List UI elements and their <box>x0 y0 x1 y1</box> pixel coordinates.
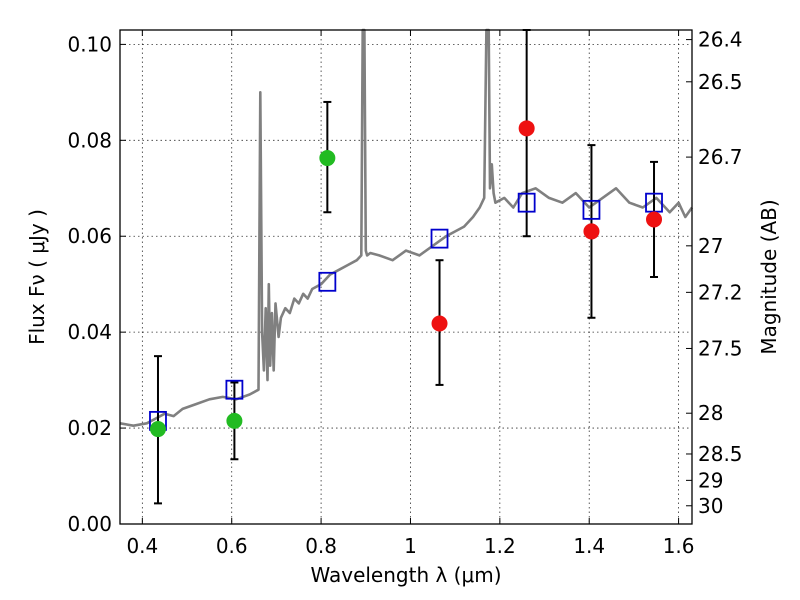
observed-point <box>226 412 243 429</box>
y2-tick-label: 27.5 <box>698 336 743 360</box>
observed-point <box>319 150 336 167</box>
model-photometry-square <box>582 199 601 220</box>
y2-tick-label: 27.2 <box>698 280 743 304</box>
y-tick-label: 0.08 <box>67 128 112 152</box>
y2-tick-label: 26.7 <box>698 145 743 169</box>
x-tick-label: 0.6 <box>216 534 248 558</box>
y2-tick-label: 27 <box>698 234 723 258</box>
x-axis-title: Wavelength λ (μm) <box>310 563 501 587</box>
y-tick-label: 0.00 <box>67 512 112 536</box>
spectrum-line <box>119 28 694 428</box>
model-photometry-square <box>517 192 536 213</box>
plot-frame <box>119 29 693 525</box>
observed-points <box>149 120 663 438</box>
y-tick-label: 0.04 <box>67 320 112 344</box>
model-photometry-square <box>430 228 449 249</box>
y-tick-label: 0.06 <box>67 224 112 248</box>
model-photometry-square <box>318 271 337 292</box>
y2-tick-label: 30 <box>698 494 723 518</box>
y2-tick-label: 28 <box>698 401 723 425</box>
x-tick-label: 0.8 <box>305 534 337 558</box>
grid-lines <box>120 30 692 525</box>
error-bars <box>153 29 659 505</box>
x-tick-label: 1 <box>404 534 417 558</box>
observed-point <box>646 211 663 228</box>
observed-point <box>431 315 448 332</box>
ticks: 0.4 0.6 0.8 1 1.2 1.4 1.6 0.00 0.02 0.04 0.06 0.08 0… <box>67 28 742 558</box>
y2-tick-label: 29 <box>698 468 723 492</box>
y2-axis-title: Magnitude (AB) <box>757 199 781 354</box>
y-tick-label: 0.10 <box>67 32 112 56</box>
observed-point <box>583 223 600 240</box>
spectrum-layer <box>119 28 694 428</box>
x-tick-label: 1.2 <box>484 534 516 558</box>
x-tick-label: 1.6 <box>663 534 695 558</box>
y-axis-title: Flux Fν ( μJy ) <box>25 209 49 345</box>
y2-tick-label: 26.4 <box>698 28 743 52</box>
model-photometry-square <box>225 379 244 400</box>
x-tick-label: 0.4 <box>126 534 158 558</box>
observed-point <box>149 421 166 438</box>
x-tick-label: 1.4 <box>573 534 605 558</box>
y2-tick-label: 26.5 <box>698 70 743 94</box>
y2-tick-label: 28.5 <box>698 442 743 466</box>
observed-point <box>518 120 535 137</box>
y-tick-label: 0.02 <box>67 416 112 440</box>
